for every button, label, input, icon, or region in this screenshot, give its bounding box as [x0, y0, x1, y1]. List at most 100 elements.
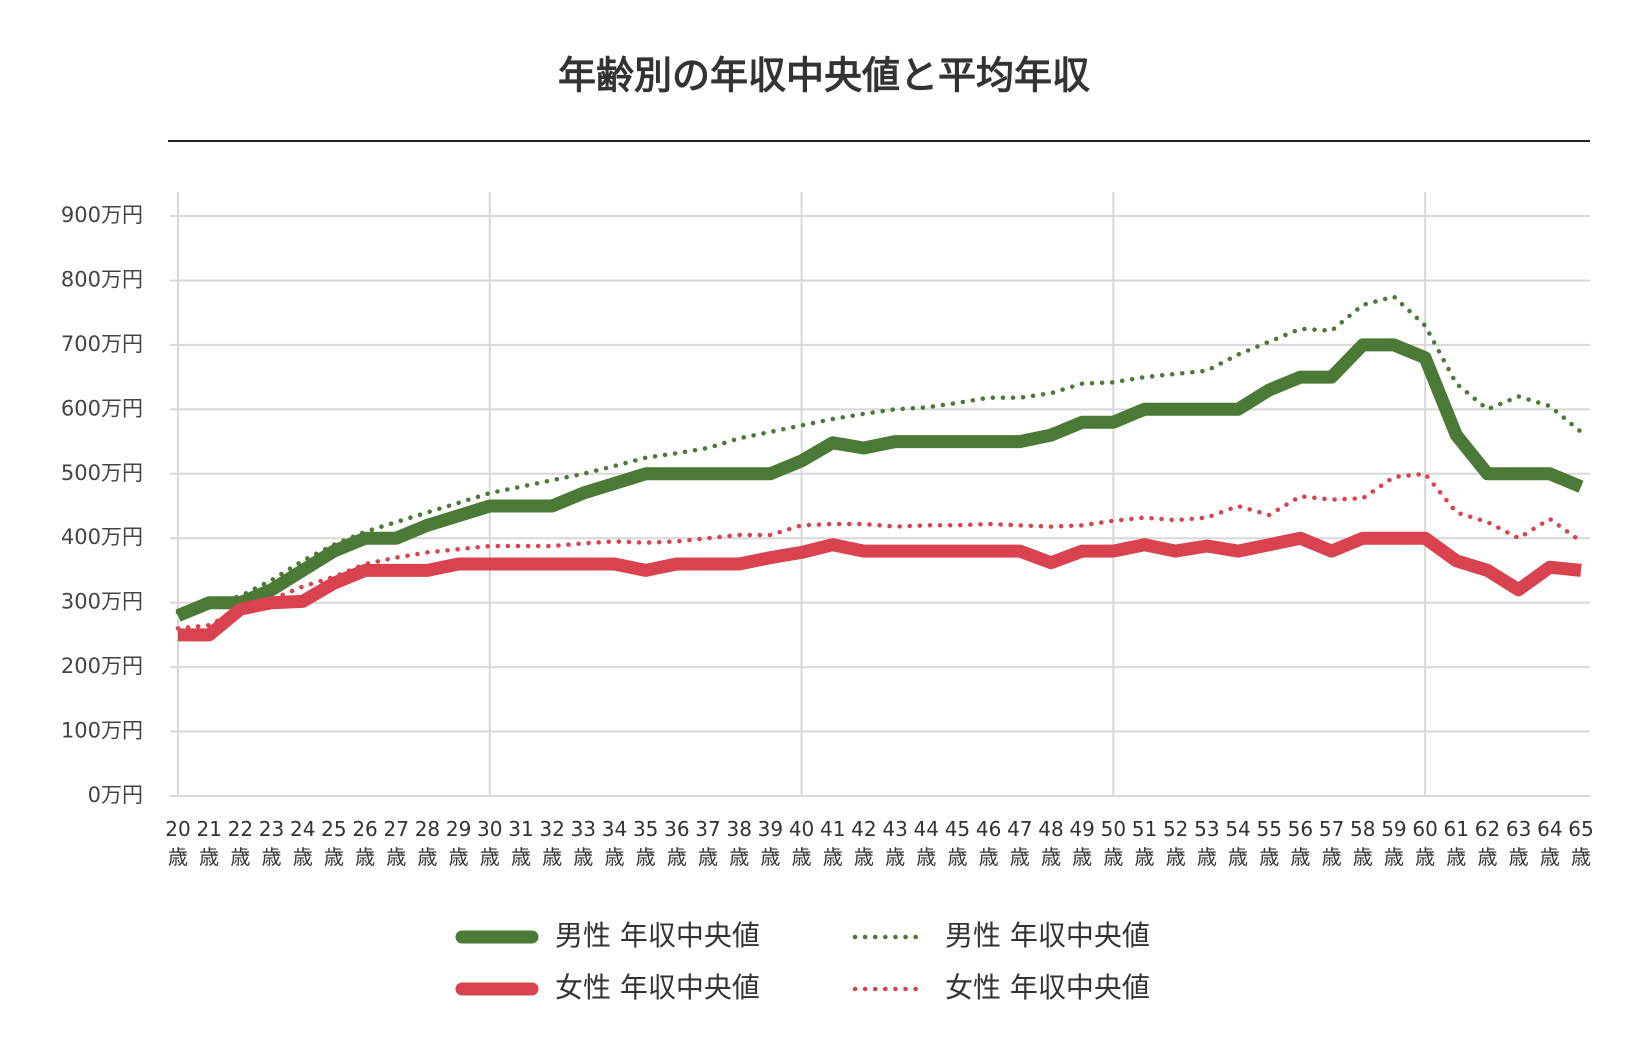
x-tick-label: 35 歳 — [633, 817, 658, 869]
x-tick-unit: 歳 — [417, 845, 437, 869]
legend-label: 男性 年収中央値 — [945, 919, 1150, 952]
x-tick-number: 59 — [1381, 817, 1406, 841]
x-tick-number: 42 — [851, 817, 876, 841]
x-tick-number: 35 — [633, 817, 658, 841]
x-tick-number: 54 — [1225, 817, 1250, 841]
x-tick-unit: 歳 — [1166, 845, 1186, 869]
chart-title: 年齢別の年収中央値と平均年収 — [558, 54, 1090, 98]
y-tick-label: 700万円 — [61, 332, 143, 356]
x-tick-label: 31 歳 — [508, 817, 533, 869]
x-tick-number: 21 — [196, 817, 221, 841]
x-tick-unit: 歳 — [1290, 845, 1310, 869]
x-tick-number: 51 — [1132, 817, 1157, 841]
series-line — [178, 531, 1582, 642]
x-tick-number: 40 — [789, 817, 814, 841]
x-tick-unit: 歳 — [324, 845, 344, 869]
y-tick-label: 500万円 — [61, 461, 143, 485]
x-tick-unit: 歳 — [760, 845, 780, 869]
x-tick-label: 30 歳 — [477, 817, 502, 869]
x-tick-label: 42 歳 — [851, 817, 876, 869]
x-tick-unit: 歳 — [293, 845, 313, 869]
x-tick-number: 31 — [508, 817, 533, 841]
x-tick-label: 62 歳 — [1475, 817, 1500, 869]
series-line — [175, 471, 1584, 631]
x-tick-label: 50 歳 — [1101, 817, 1126, 869]
x-tick-label: 56 歳 — [1288, 817, 1313, 869]
x-tick-label: 63 歳 — [1506, 817, 1531, 869]
x-tick-label: 47 歳 — [1007, 817, 1032, 869]
y-tick-label: 400万円 — [61, 525, 143, 549]
x-tick-label: 23 歳 — [259, 817, 284, 869]
x-tick-label: 24 歳 — [290, 817, 315, 869]
x-tick-unit: 歳 — [885, 845, 905, 869]
x-tick-number: 39 — [758, 817, 783, 841]
x-tick-unit: 歳 — [698, 845, 718, 869]
x-tick-number: 28 — [415, 817, 440, 841]
x-tick-unit: 歳 — [262, 845, 282, 869]
x-tick-label: 39 歳 — [758, 817, 783, 869]
x-tick-label: 26 歳 — [352, 817, 377, 869]
x-tick-unit: 歳 — [1415, 845, 1435, 869]
x-tick-unit: 歳 — [1446, 845, 1466, 869]
legend-label: 女性 年収中央値 — [945, 971, 1150, 1004]
x-tick-label: 60 歳 — [1412, 817, 1437, 869]
x-tick-label: 59 歳 — [1381, 817, 1406, 869]
x-tick-label: 55 歳 — [1256, 817, 1281, 869]
x-tick-number: 22 — [228, 817, 253, 841]
x-tick-unit: 歳 — [355, 845, 375, 869]
x-tick-number: 44 — [914, 817, 939, 841]
x-tick-unit: 歳 — [1540, 845, 1560, 869]
x-tick-number: 65 — [1568, 817, 1593, 841]
x-tick-unit: 歳 — [792, 845, 812, 869]
x-tick-number: 23 — [259, 817, 284, 841]
x-tick-number: 64 — [1537, 817, 1562, 841]
y-tick-label: 200万円 — [61, 654, 143, 678]
x-tick-number: 61 — [1444, 817, 1469, 841]
x-tick-number: 49 — [1069, 817, 1094, 841]
x-tick-label: 61 歳 — [1444, 817, 1469, 869]
y-tick-label: 300万円 — [61, 590, 143, 614]
x-tick-unit: 歳 — [604, 845, 624, 869]
legend-label: 男性 年収中央値 — [555, 919, 760, 952]
x-tick-unit: 歳 — [1010, 845, 1030, 869]
x-tick-label: 53 歳 — [1194, 817, 1219, 869]
x-tick-number: 57 — [1319, 817, 1344, 841]
x-tick-label: 38 歳 — [726, 817, 751, 869]
x-tick-unit: 歳 — [199, 845, 219, 869]
x-tick-label: 22 歳 — [228, 817, 253, 869]
x-tick-unit: 歳 — [542, 845, 562, 869]
x-tick-number: 36 — [664, 817, 689, 841]
x-tick-number: 47 — [1007, 817, 1032, 841]
x-tick-label: 51 歳 — [1132, 817, 1157, 869]
y-tick-label: 100万円 — [61, 719, 143, 743]
x-tick-number: 27 — [384, 817, 409, 841]
x-tick-unit: 歳 — [449, 845, 469, 869]
x-tick-label: 46 歳 — [976, 817, 1001, 869]
x-tick-label: 44 歳 — [914, 817, 939, 869]
x-tick-number: 32 — [539, 817, 564, 841]
x-tick-number: 58 — [1350, 817, 1375, 841]
x-tick-number: 45 — [945, 817, 970, 841]
x-tick-number: 34 — [602, 817, 627, 841]
x-tick-number: 20 — [165, 817, 190, 841]
x-tick-number: 43 — [882, 817, 907, 841]
x-tick-unit: 歳 — [573, 845, 593, 869]
x-tick-label: 57 歳 — [1319, 817, 1344, 869]
x-tick-unit: 歳 — [1509, 845, 1529, 869]
x-tick-label: 40 歳 — [789, 817, 814, 869]
x-tick-unit: 歳 — [168, 845, 188, 869]
x-tick-unit: 歳 — [386, 845, 406, 869]
x-tick-number: 41 — [820, 817, 845, 841]
x-tick-unit: 歳 — [1228, 845, 1248, 869]
x-tick-number: 52 — [1163, 817, 1188, 841]
x-tick-number: 24 — [290, 817, 315, 841]
x-tick-unit: 歳 — [979, 845, 999, 869]
x-tick-unit: 歳 — [1072, 845, 1092, 869]
x-tick-unit: 歳 — [511, 845, 531, 869]
x-tick-label: 32 歳 — [539, 817, 564, 869]
x-tick-label: 21 歳 — [196, 817, 221, 869]
x-tick-number: 48 — [1038, 817, 1063, 841]
x-tick-number: 25 — [321, 817, 346, 841]
x-tick-label: 28 歳 — [415, 817, 440, 869]
